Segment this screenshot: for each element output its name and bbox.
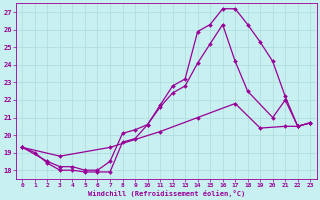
X-axis label: Windchill (Refroidissement éolien,°C): Windchill (Refroidissement éolien,°C) <box>88 190 245 197</box>
